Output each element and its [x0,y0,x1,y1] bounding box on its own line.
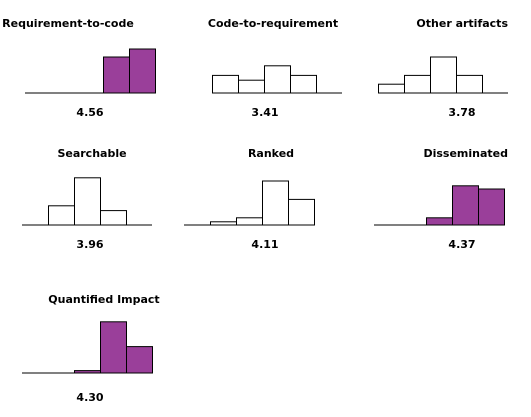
mean-score: 4.56 [76,106,103,119]
bar [74,177,101,226]
histogram-panel-3: Other artifacts 3.78 [378,17,508,119]
histogram-panel-6: Disseminated 4.37 [374,147,508,251]
bar [236,217,263,226]
bar [430,56,457,94]
mean-score: 3.78 [448,106,475,119]
bar [48,205,75,226]
histogram-panel-5: Ranked 4.11 [184,147,315,251]
bar [74,370,101,374]
chart-title: Ranked [248,147,294,160]
bar [212,74,239,94]
chart-title: Code-to-requirement [208,17,338,30]
bar [210,221,237,226]
bar [378,83,405,94]
bar [238,79,265,94]
bar [100,321,127,374]
chart-title: Searchable [57,147,126,160]
histogram-panel-2: Code-to-requirement 3.41 [208,17,342,119]
mean-score: 4.30 [76,391,103,404]
mean-score: 3.96 [76,238,103,251]
bar [262,180,289,226]
bar [103,56,130,94]
bar [456,74,483,94]
bar [288,198,315,226]
chart-title: Other artifacts [416,17,508,30]
mean-score: 3.41 [251,106,278,119]
chart-title: Requirement-to-code [2,17,134,30]
chart-title: Disseminated [423,147,508,160]
chart-title: Quantified Impact [48,293,159,306]
bar [126,346,153,374]
bar [100,210,127,226]
mean-score: 4.37 [448,238,475,251]
bar [478,188,505,226]
bar [264,65,291,94]
mean-score: 4.11 [251,238,278,251]
bar [452,185,479,226]
bar [404,74,431,94]
bar [129,48,156,94]
histogram-panel-1: Requirement-to-code 4.56 [2,17,156,119]
histogram-panel-7: Quantified Impact 4.30 [22,293,160,404]
bar [290,74,317,94]
histogram-panel-4: Searchable 3.96 [22,147,152,251]
bar [426,217,453,226]
